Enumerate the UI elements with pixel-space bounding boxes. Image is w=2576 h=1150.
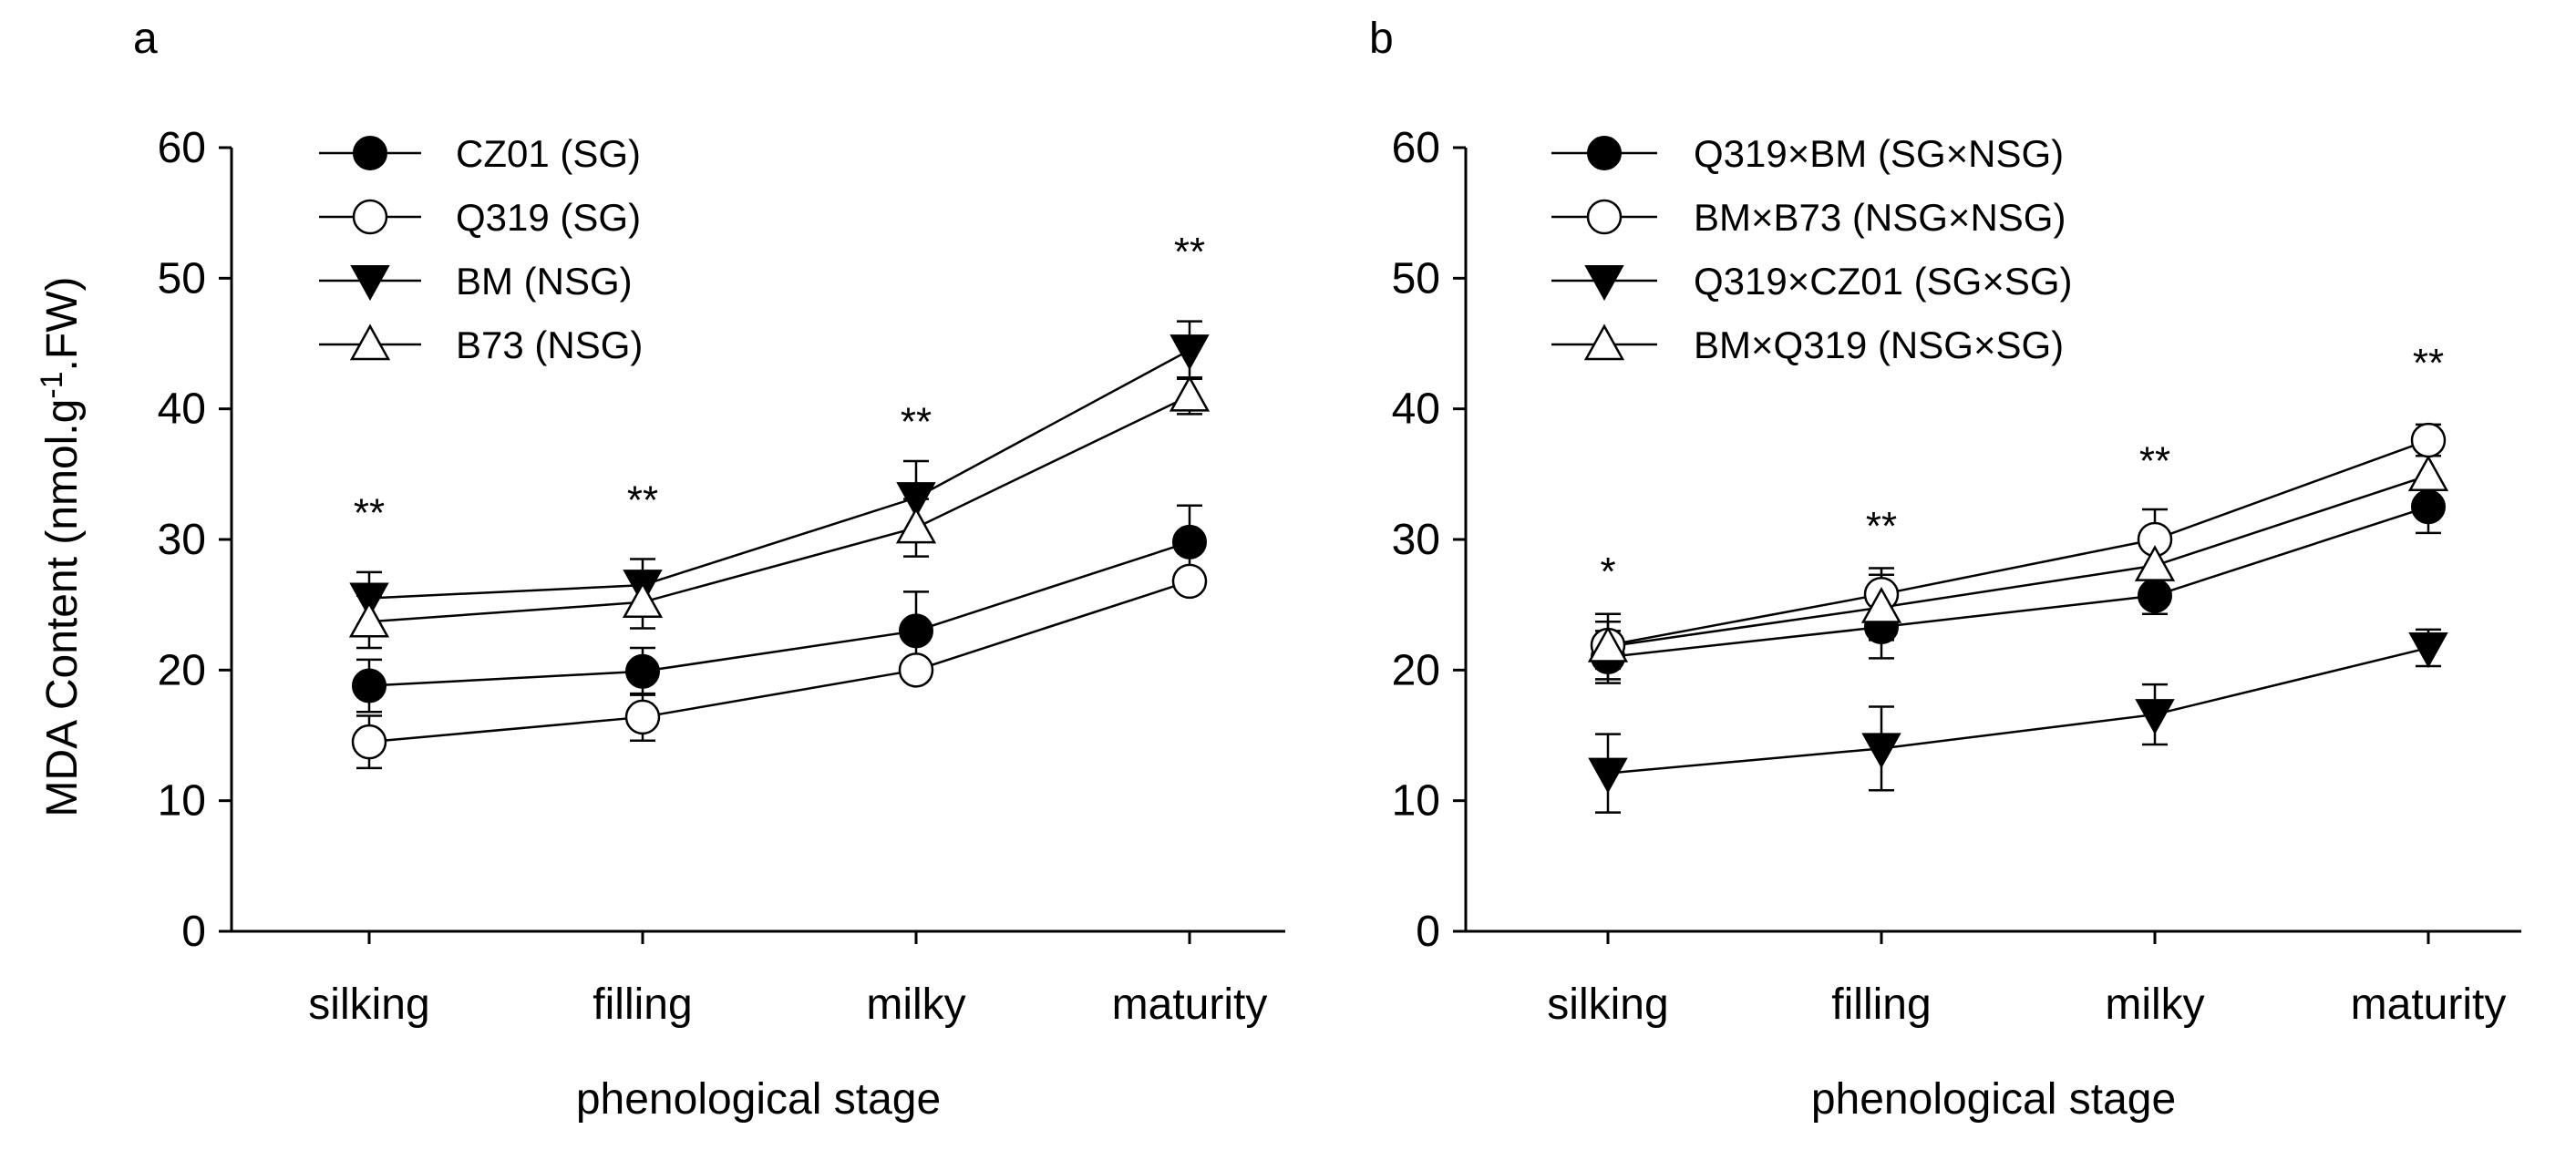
x-tick-label: maturity <box>2351 981 2507 1029</box>
legend-label: BM×B73 (NSG×NSG) <box>1694 196 2066 239</box>
x-tick-label: milky <box>2105 981 2204 1029</box>
y-tick-label: 40 <box>158 385 206 434</box>
legend-label: BM×Q319 (NSG×SG) <box>1694 323 2064 366</box>
legend-marker <box>349 323 391 361</box>
y-tick-label: 40 <box>1392 385 1440 434</box>
series-line <box>368 580 1190 744</box>
data-point <box>348 601 390 638</box>
legend-label: B73 (NSG) <box>456 323 643 366</box>
y-tick-label: 30 <box>1392 516 1440 564</box>
y-tick-label: 10 <box>1392 777 1440 826</box>
y-axis-title-main: MDA Content (nmol.g <box>38 399 87 817</box>
series-line <box>368 349 1190 600</box>
legend-marker <box>1584 265 1624 302</box>
data-point <box>622 581 664 619</box>
y-tick-label: 30 <box>158 516 206 564</box>
series-line <box>1607 474 2429 648</box>
y-tick-label: 50 <box>158 254 206 303</box>
data-point <box>352 668 386 703</box>
y-tick-label: 10 <box>158 777 206 826</box>
significance-label: ** <box>354 491 385 536</box>
x-tick-label: filling <box>592 981 692 1029</box>
y-axis-title-tail: .FW) <box>38 276 87 371</box>
data-point <box>1169 375 1211 412</box>
panel-letter: b <box>1369 15 1394 63</box>
data-point <box>625 653 660 689</box>
data-point <box>898 652 934 688</box>
data-point <box>1170 334 1210 371</box>
y-tick-label: 60 <box>158 124 206 172</box>
y-axis-title: MDA Content (nmol.g-1.FW) <box>35 276 87 816</box>
data-point <box>1861 733 1901 769</box>
data-point <box>2135 699 2175 735</box>
data-point <box>1587 625 1629 662</box>
legend-marker <box>350 265 390 302</box>
legend-marker <box>1583 323 1625 361</box>
x-tick-label: filling <box>1831 981 1931 1029</box>
y-tick-label: 20 <box>158 646 206 694</box>
x-axis-title: phenological stage <box>1811 1075 2176 1124</box>
panel-letter: a <box>133 15 158 63</box>
data-point <box>2134 545 2176 581</box>
data-point <box>1588 757 1628 794</box>
data-point <box>896 482 936 519</box>
series-line <box>1607 646 2429 775</box>
series-line <box>368 395 1190 623</box>
data-point <box>895 507 937 544</box>
data-point <box>2410 422 2447 458</box>
legend-marker <box>1587 136 1622 170</box>
y-tick-label: 0 <box>1416 908 1440 956</box>
x-axis-title: phenological stage <box>576 1075 941 1124</box>
x-tick-label: silking <box>1547 981 1668 1029</box>
significance-label: * <box>1600 549 1615 594</box>
y-tick-label: 20 <box>1392 646 1440 694</box>
data-point <box>2407 455 2449 492</box>
legend-label: BM (NSG) <box>456 260 633 303</box>
data-point <box>351 724 387 760</box>
legend-marker <box>1586 199 1623 235</box>
y-tick-label: 60 <box>1392 124 1440 172</box>
significance-label: ** <box>2413 341 2444 385</box>
significance-label: ** <box>1866 504 1897 549</box>
y-tick-label: 0 <box>181 908 206 956</box>
data-point <box>2408 631 2448 669</box>
data-point <box>1172 524 1207 560</box>
series-line <box>1607 505 2429 659</box>
y-tick-label: 50 <box>1392 254 1440 303</box>
x-tick-label: silking <box>308 981 429 1029</box>
legend-marker <box>353 136 387 170</box>
significance-label: ** <box>1174 230 1205 274</box>
legend-label: Q319×BM (SG×NSG) <box>1694 132 2064 175</box>
series-line <box>1607 438 2429 647</box>
significance-label: ** <box>627 477 658 522</box>
legend-marker <box>352 199 388 235</box>
x-tick-label: milky <box>866 981 965 1029</box>
data-point <box>2411 489 2446 525</box>
panel-a: a 0 10 20 30 40 50 60 silking filling milky maturit… <box>133 15 1285 1124</box>
legend-label: CZ01 (SG) <box>456 132 641 175</box>
data-point <box>1860 586 1902 623</box>
y-axis-title-superscript: -1 <box>35 371 69 398</box>
data-point <box>1171 563 1208 600</box>
series-line <box>368 540 1190 687</box>
legend-label: Q319×CZ01 (SG×SG) <box>1694 260 2073 303</box>
significance-label: ** <box>901 399 932 444</box>
panel-b: b 0 10 20 30 40 50 60 silking filling milky maturit… <box>1369 15 2521 1124</box>
legend-label: Q319 (SG) <box>456 196 641 239</box>
significance-label: ** <box>2139 438 2170 483</box>
data-point <box>2138 578 2172 613</box>
x-tick-label: maturity <box>1112 981 1268 1029</box>
data-point <box>624 699 661 735</box>
data-point <box>899 613 933 649</box>
data-point <box>349 582 389 619</box>
